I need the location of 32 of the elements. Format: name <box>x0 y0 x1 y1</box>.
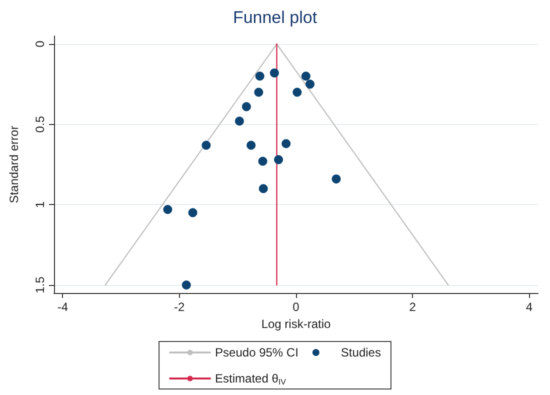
point <box>258 184 268 194</box>
point <box>301 72 310 81</box>
point <box>246 140 256 150</box>
legend-label: Pseudo 95% CI <box>215 346 298 360</box>
y-tick-label: 1.5 <box>33 276 47 294</box>
x-tick-label: -2 <box>174 300 186 314</box>
y-tick-label: 1 <box>33 201 47 208</box>
point <box>270 68 279 78</box>
point <box>255 72 264 81</box>
point <box>306 80 314 89</box>
y-tick-label: 0 <box>33 40 47 48</box>
point <box>234 116 244 126</box>
x-tick-label: 2 <box>409 300 416 314</box>
point <box>274 155 284 164</box>
y-tick-label: 0.5 <box>33 116 47 133</box>
x-axis-title: Log risk-ratio <box>261 316 332 331</box>
point <box>163 204 172 214</box>
point <box>282 139 291 148</box>
point <box>292 88 302 97</box>
point <box>332 174 341 184</box>
point <box>242 102 251 112</box>
point <box>254 88 264 97</box>
point <box>202 140 211 150</box>
chart-title: Funnel plot <box>232 8 318 27</box>
x-tick-label: 0 <box>292 300 300 314</box>
point <box>182 280 191 290</box>
legend-label: Studies <box>340 346 381 360</box>
point <box>188 208 198 218</box>
x-tick-label: -4 <box>57 300 68 314</box>
point <box>258 156 268 166</box>
x-tick-label: 4 <box>526 300 533 314</box>
y-axis-title: Standard error <box>7 126 21 204</box>
